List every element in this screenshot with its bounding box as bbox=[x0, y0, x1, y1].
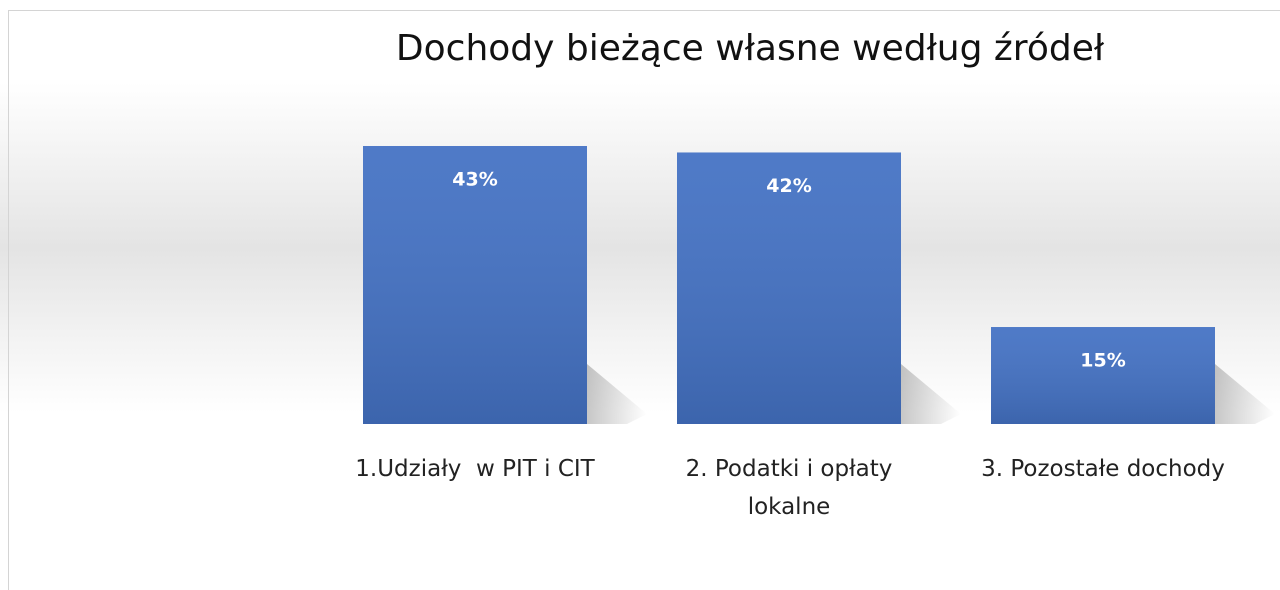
data-label: 42% bbox=[766, 175, 811, 197]
x-tick-label: 3. Pozostałe dochody bbox=[981, 456, 1225, 482]
data-label: 43% bbox=[452, 169, 497, 191]
bar-shadow bbox=[901, 364, 961, 424]
data-label: 15% bbox=[1080, 350, 1125, 372]
x-tick-label: 1.Udziały w PIT i CIT bbox=[355, 456, 595, 482]
x-tick-label: 2. Podatki i opłaty lokalne bbox=[685, 456, 900, 520]
bar-shade bbox=[363, 146, 587, 424]
bar-shadow bbox=[1215, 364, 1275, 424]
chart-title: Dochody bieżące własne według źródeł bbox=[396, 28, 1105, 69]
bar-shade bbox=[991, 327, 1215, 424]
bar-shade bbox=[677, 152, 901, 424]
bar-shadow bbox=[587, 364, 647, 424]
chart-border bbox=[8, 10, 1280, 590]
